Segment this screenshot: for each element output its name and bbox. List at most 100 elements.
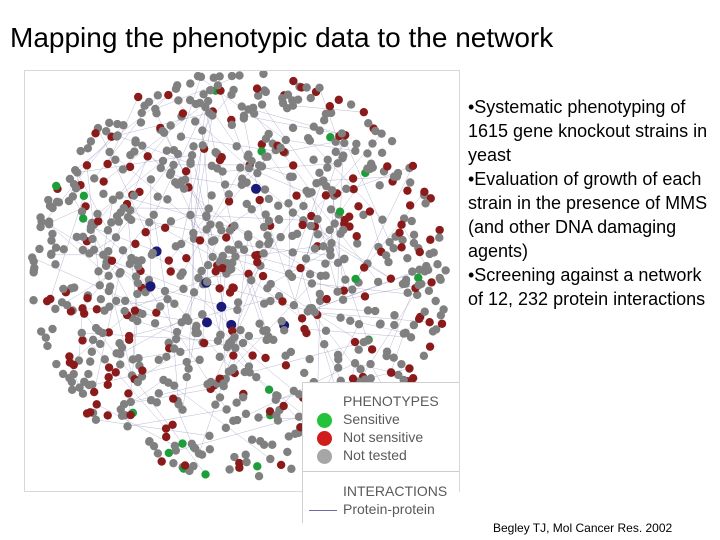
network-node xyxy=(120,296,130,306)
network-node xyxy=(182,372,191,382)
network-node xyxy=(437,319,447,328)
network-node xyxy=(222,405,231,414)
network-node xyxy=(67,377,77,387)
network-node xyxy=(435,233,444,242)
network-node xyxy=(98,328,107,338)
network-node xyxy=(99,177,108,186)
network-node xyxy=(224,197,234,206)
network-node xyxy=(255,195,264,205)
network-node xyxy=(259,249,268,258)
network-node xyxy=(321,259,330,268)
network-node xyxy=(425,318,434,327)
network-node xyxy=(203,260,213,270)
network-node xyxy=(306,221,315,231)
network-node xyxy=(176,239,186,249)
network-node xyxy=(79,309,89,318)
network-graph xyxy=(24,70,460,492)
network-node xyxy=(152,398,162,407)
network-node xyxy=(70,165,80,175)
network-node xyxy=(253,91,263,100)
network-node xyxy=(160,223,170,232)
network-node xyxy=(36,327,46,336)
network-node xyxy=(71,184,81,193)
network-node xyxy=(359,337,368,347)
network-node xyxy=(36,222,45,232)
network-node xyxy=(208,252,217,262)
network-node xyxy=(116,405,125,414)
legend-item-not-tested: Not tested xyxy=(343,447,407,463)
network-node xyxy=(336,313,345,322)
network-node xyxy=(86,225,95,234)
network-node xyxy=(331,147,340,157)
network-node xyxy=(117,411,127,420)
network-node xyxy=(185,96,195,105)
network-node xyxy=(176,271,185,280)
network-node xyxy=(225,465,234,474)
network-node xyxy=(260,185,270,194)
network-node xyxy=(189,142,198,151)
network-node xyxy=(66,307,76,316)
network-node xyxy=(258,271,268,281)
network-node xyxy=(48,324,57,334)
network-node xyxy=(76,146,85,156)
legend-edge-sample xyxy=(309,510,337,511)
network-node xyxy=(194,273,203,283)
network-node xyxy=(203,380,212,389)
network-node xyxy=(169,381,179,390)
network-node xyxy=(180,461,190,470)
network-node xyxy=(433,260,442,269)
network-node xyxy=(176,347,185,357)
network-node xyxy=(123,422,132,431)
network-node xyxy=(387,368,396,377)
network-node xyxy=(178,405,187,414)
network-node xyxy=(256,436,265,446)
network-node xyxy=(230,332,239,342)
network-node xyxy=(112,349,121,358)
network-node xyxy=(242,199,251,209)
network-node xyxy=(351,146,360,156)
legend-divider xyxy=(303,471,459,472)
network-node xyxy=(273,391,282,401)
network-node xyxy=(202,211,211,220)
network-node xyxy=(304,189,313,198)
network-node xyxy=(107,218,116,227)
network-node xyxy=(284,269,294,278)
legend-item-not-sensitive: Not sensitive xyxy=(343,429,424,445)
network-node xyxy=(78,214,88,223)
network-node xyxy=(228,246,237,255)
network-node xyxy=(152,308,161,317)
network-node xyxy=(409,230,419,240)
network-node xyxy=(213,81,223,90)
network-node xyxy=(42,296,52,306)
network-node xyxy=(259,71,268,79)
network-node xyxy=(195,355,204,365)
network-node xyxy=(288,208,298,217)
network-node xyxy=(294,412,304,422)
network-node xyxy=(178,109,188,118)
network-node xyxy=(283,447,292,457)
network-node xyxy=(89,387,99,397)
network-node xyxy=(334,355,343,364)
network-node xyxy=(103,380,112,389)
legend-item-protein-protein: Protein-protein xyxy=(343,501,435,517)
network-node xyxy=(36,213,45,222)
network-node xyxy=(166,121,175,130)
network-node xyxy=(386,274,396,283)
network-node xyxy=(147,250,157,259)
legend-dot-not-sensitive xyxy=(317,431,332,446)
network-node xyxy=(254,472,264,481)
slide-title: Mapping the phenotypic data to the netwo… xyxy=(10,22,554,53)
network-node xyxy=(276,143,285,152)
network-node xyxy=(119,203,128,213)
network-node xyxy=(326,251,335,260)
network-node xyxy=(160,286,170,296)
network-node xyxy=(111,155,120,164)
network-node xyxy=(208,111,217,120)
network-node xyxy=(266,296,275,306)
network-node xyxy=(52,197,62,207)
network-node xyxy=(64,196,74,206)
network-node xyxy=(174,96,183,105)
network-node xyxy=(111,368,120,377)
network-node xyxy=(93,217,103,226)
network-node xyxy=(229,85,238,95)
